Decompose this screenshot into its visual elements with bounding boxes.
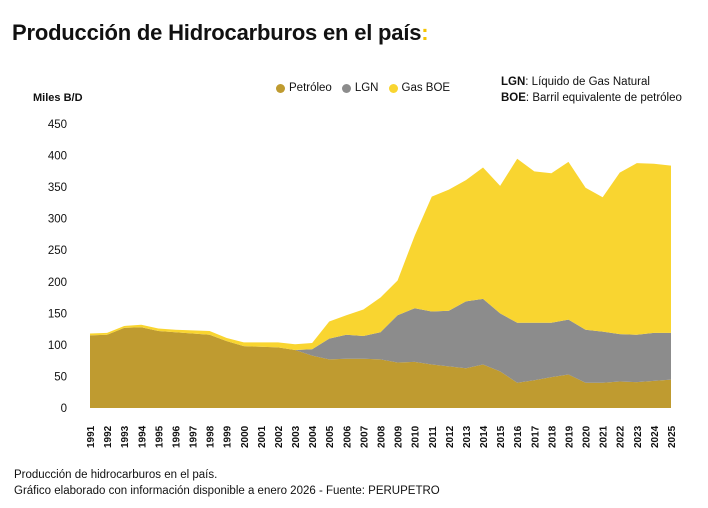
y-axis-label: Miles B/D xyxy=(33,92,83,104)
x-tick-label: 2024 xyxy=(650,425,661,448)
x-tick-label: 2022 xyxy=(616,425,627,448)
x-tick-label: 2008 xyxy=(377,425,388,448)
x-tick-label: 2012 xyxy=(445,425,456,448)
legend-label-petroleo: Petróleo xyxy=(289,82,332,94)
note-lgn-text: Líquido de Gas Natural xyxy=(531,76,650,88)
area-petroleo xyxy=(90,327,671,408)
legend-label-lgn: LGN xyxy=(354,82,379,94)
legend-label-gas: Gas BOE xyxy=(401,82,451,94)
x-tick-label: 2019 xyxy=(564,425,575,448)
note-lgn: LGN: Líquido de Gas Natural xyxy=(501,76,650,88)
note-boe: BOE: Barril equivalente de petróleo xyxy=(501,92,682,104)
x-tick-label: 2004 xyxy=(308,425,319,448)
x-tick-label: 1999 xyxy=(223,425,234,448)
stacked-area-chart: Miles B/D 0 50 100 150 200 250 300 350 400 450 1991… xyxy=(33,92,678,448)
x-tick-label: 2009 xyxy=(394,425,405,448)
y-tick-label: 50 xyxy=(54,371,67,383)
abbreviation-notes: LGN: Líquido de Gas Natural BOE: Barril … xyxy=(501,74,682,106)
x-tick-label: 2003 xyxy=(291,425,302,448)
x-tick-label: 2007 xyxy=(359,425,370,448)
legend-swatch-petroleo xyxy=(276,83,285,93)
y-tick-label: 350 xyxy=(48,182,67,194)
note-boe-text: Barril equivalente de petróleo xyxy=(532,92,682,104)
x-tick-label: 1994 xyxy=(137,425,148,448)
footer-caption: Producción de hidrocarburos en el país. xyxy=(14,469,218,481)
legend-item-lgn: LGN xyxy=(341,82,379,94)
x-tick-label: 2013 xyxy=(462,425,473,448)
x-tick-label: 2018 xyxy=(547,425,558,448)
x-tick-label: 2002 xyxy=(274,425,285,448)
note-boe-abbr: BOE xyxy=(501,92,526,104)
y-tick-label: 0 xyxy=(61,403,67,415)
legend-item-petroleo: Petróleo xyxy=(276,82,332,94)
x-tick-label: 1998 xyxy=(206,425,217,448)
x-tick-label: 1993 xyxy=(120,425,131,448)
y-tick-label: 100 xyxy=(48,340,67,352)
legend-item-gas: Gas BOE xyxy=(388,82,451,94)
legend: Petróleo LGN Gas BOE xyxy=(276,82,450,94)
x-tick-label: 2015 xyxy=(496,425,507,448)
y-tick-label: 450 xyxy=(48,119,67,131)
area-gas xyxy=(90,158,671,350)
chart-footer: Producción de hidrocarburos en el país. … xyxy=(14,467,440,499)
x-tick-label: 2006 xyxy=(342,425,353,448)
y-tick-label: 200 xyxy=(48,277,67,289)
x-tick-label: 2025 xyxy=(667,425,678,448)
chart-title: Producción de Hidrocarburos en el país: xyxy=(12,20,429,45)
area-lgn xyxy=(90,298,671,383)
y-tick-label: 250 xyxy=(48,245,67,257)
x-tick-label: 2001 xyxy=(257,425,268,448)
legend-swatch-lgn xyxy=(341,83,351,93)
x-tick-label: 2016 xyxy=(513,425,524,448)
title-accent-colon: : xyxy=(421,20,429,45)
x-tick-label: 2010 xyxy=(411,425,422,448)
y-tick-label: 150 xyxy=(48,308,67,320)
x-tick-label: 1991 xyxy=(86,425,97,448)
x-tick-label: 1997 xyxy=(189,425,200,448)
x-tick-label: 2020 xyxy=(582,425,593,448)
legend-swatch-gas xyxy=(388,83,398,93)
x-tick-label: 1995 xyxy=(154,425,165,448)
footer-source: Gráfico elaborado con información dispon… xyxy=(14,485,440,497)
note-lgn-abbr: LGN xyxy=(501,76,526,88)
x-tick-label: 1992 xyxy=(103,425,114,448)
x-tick-label: 2011 xyxy=(428,426,439,448)
x-tick-label: 2023 xyxy=(633,425,644,448)
y-tick-label: 400 xyxy=(48,151,67,163)
x-tick-label: 1996 xyxy=(171,425,182,448)
y-tick-label: 300 xyxy=(48,214,67,226)
x-tick-label: 2005 xyxy=(325,425,336,448)
x-tick-label: 2014 xyxy=(479,425,490,448)
x-tick-label: 2021 xyxy=(599,425,610,448)
x-tick-label: 2017 xyxy=(530,425,541,448)
x-tick-label: 2000 xyxy=(240,425,251,448)
